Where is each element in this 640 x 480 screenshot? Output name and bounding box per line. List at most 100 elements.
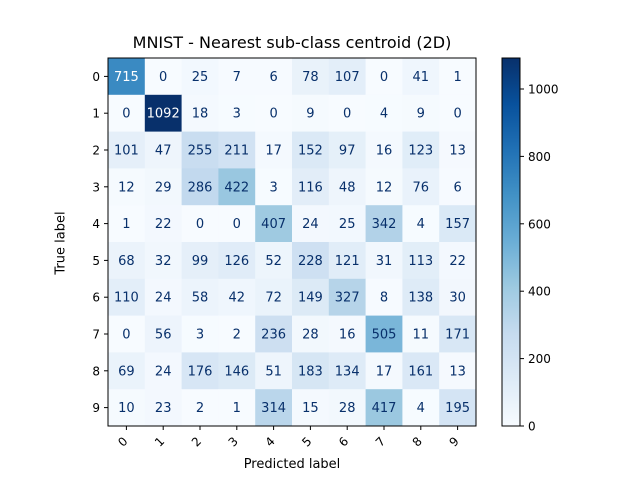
cell-value-label: 42 [229, 291, 246, 306]
cell-value-label: 41 [413, 70, 430, 85]
matrix-cell [255, 389, 293, 427]
cell-value-label: 3 [233, 107, 241, 122]
cell-value-label: 30 [449, 291, 466, 306]
matrix-cell [144, 168, 182, 206]
cell-value-label: 6 [453, 180, 461, 195]
cell-value-label: 2 [233, 328, 241, 343]
cell-value-label: 0 [122, 328, 130, 343]
cell-value-label: 51 [265, 364, 282, 379]
cell-value-label: 2 [196, 401, 204, 416]
cell-value-label: 97 [339, 144, 356, 159]
matrix-cell [108, 94, 146, 132]
cell-value-label: 417 [372, 401, 397, 416]
matrix-cell [328, 278, 366, 316]
cell-value-label: 10 [118, 401, 135, 416]
matrix-cell [218, 58, 256, 96]
cell-value-label: 171 [445, 328, 470, 343]
matrix-cell [365, 205, 403, 243]
matrix-cell [181, 315, 219, 353]
y-tick-label: 2 [92, 144, 100, 158]
x-tick-label: 5 [299, 434, 314, 449]
matrix-cell [365, 131, 403, 169]
matrix-cell [439, 168, 477, 206]
cell-value-label: 68 [118, 254, 135, 269]
cell-value-label: 1 [122, 217, 130, 232]
matrix-cell [181, 352, 219, 390]
cell-value-label: 31 [376, 254, 393, 269]
matrix-cell [108, 278, 146, 316]
cell-value-label: 0 [196, 217, 204, 232]
cell-value-label: 0 [122, 107, 130, 122]
matrix-cell [144, 58, 182, 96]
cell-value-label: 505 [372, 328, 397, 343]
cell-value-label: 138 [408, 291, 433, 306]
cell-value-label: 28 [302, 328, 319, 343]
matrix-cell [365, 58, 403, 96]
matrix-cell [365, 315, 403, 353]
matrix-cell [108, 205, 146, 243]
cell-value-label: 286 [188, 180, 213, 195]
matrix-cell [402, 315, 440, 353]
cell-value-label: 1 [233, 401, 241, 416]
cell-value-label: 134 [335, 364, 360, 379]
cell-value-label: 17 [376, 364, 393, 379]
matrix-cell [144, 94, 182, 132]
cell-value-label: 0 [269, 107, 277, 122]
matrix-cell [108, 168, 146, 206]
cell-value-label: 18 [192, 107, 209, 122]
y-tick-label: 0 [92, 70, 100, 84]
matrix-cell [255, 94, 293, 132]
cell-value-label: 113 [408, 254, 433, 269]
cell-value-label: 0 [343, 107, 351, 122]
cell-value-label: 157 [445, 217, 470, 232]
cell-value-label: 69 [118, 364, 135, 379]
matrix-cell [181, 58, 219, 96]
cell-value-label: 121 [335, 254, 360, 269]
matrix-cell [108, 242, 146, 280]
matrix-cell [108, 352, 146, 390]
cell-value-label: 17 [265, 144, 282, 159]
cell-value-label: 24 [155, 291, 172, 306]
matrix-cell [328, 131, 366, 169]
cell-value-label: 24 [155, 364, 172, 379]
y-tick-label: 4 [92, 217, 100, 231]
plot-frame [107, 57, 477, 427]
cell-value-label: 152 [298, 144, 323, 159]
chart-title: MNIST - Nearest sub-class centroid (2D) [132, 33, 452, 52]
matrix-cell [328, 242, 366, 280]
x-tick-label: 7 [373, 434, 388, 449]
matrix-cell [402, 389, 440, 427]
cell-value-label: 76 [413, 180, 430, 195]
matrix-cell [292, 94, 330, 132]
matrix-cell [181, 205, 219, 243]
y-tick-label: 1 [92, 107, 100, 121]
cell-value-label: 183 [298, 364, 323, 379]
matrix-cell [255, 242, 293, 280]
cell-value-label: 58 [192, 291, 209, 306]
matrix-cell [255, 168, 293, 206]
matrix-cell [439, 278, 477, 316]
matrix-cell [144, 315, 182, 353]
cell-value-label: 3 [269, 180, 277, 195]
cell-value-label: 25 [339, 217, 356, 232]
y-tick-label: 5 [92, 254, 100, 268]
y-axis-label: True label [53, 211, 69, 275]
matrix-cell [328, 58, 366, 96]
cell-value-label: 6 [269, 70, 277, 85]
cell-value-label: 149 [298, 291, 323, 306]
matrix-cell [402, 94, 440, 132]
cell-value-label: 1 [453, 70, 461, 85]
cell-value-label: 78 [302, 70, 319, 85]
colorbar-tick-label: 600 [528, 217, 551, 231]
cell-value-label: 9 [306, 107, 314, 122]
cell-value-label: 4 [417, 217, 425, 232]
matrix-cell [365, 278, 403, 316]
matrix-cell [328, 205, 366, 243]
matrix-cell [402, 168, 440, 206]
cell-value-label: 126 [224, 254, 249, 269]
cell-value-label: 4 [380, 107, 388, 122]
matrix-cell [292, 131, 330, 169]
cell-value-label: 32 [155, 254, 172, 269]
cell-value-label: 7 [233, 70, 241, 85]
colorbar-tick-label: 800 [528, 150, 551, 164]
